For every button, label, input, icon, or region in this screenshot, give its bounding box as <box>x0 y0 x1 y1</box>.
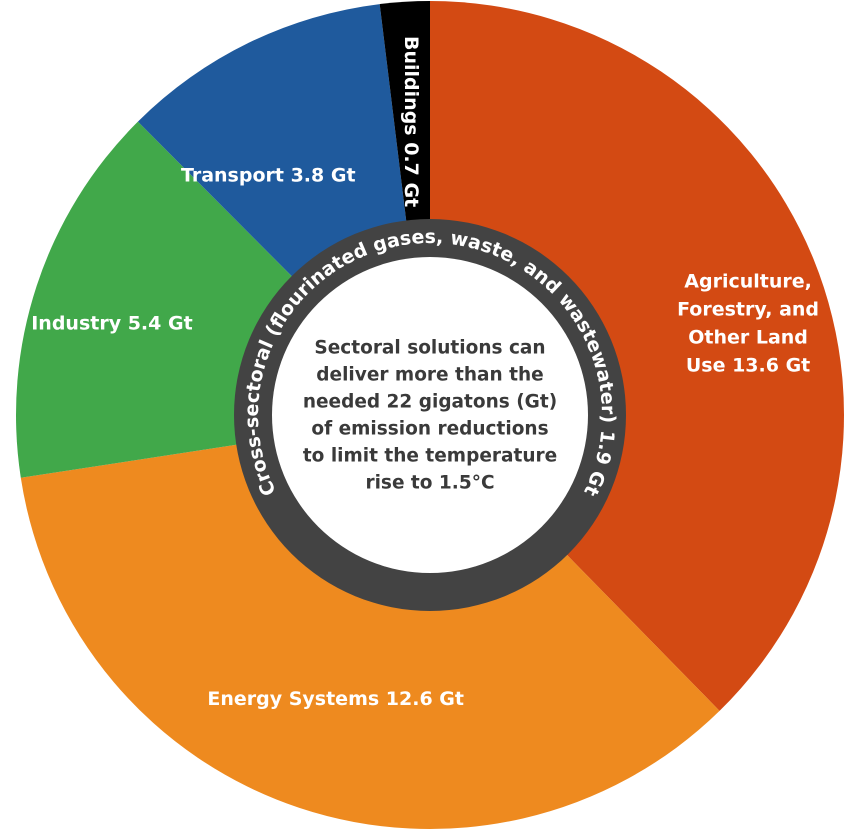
slice-label-line: Transport 3.8 Gt <box>181 165 356 187</box>
center-text-line: to limit the temperature <box>303 446 557 467</box>
slice-label-line: Energy Systems 12.6 Gt <box>207 688 464 710</box>
center-text-line: of emission reductions <box>311 419 548 440</box>
slice-label: Transport 3.8 Gt <box>181 165 356 187</box>
slice-label: Energy Systems 12.6 Gt <box>207 688 464 710</box>
center-text-line: rise to 1.5°C <box>365 473 494 494</box>
slice-label-line: Forestry, and <box>677 299 819 321</box>
center-text-line: deliver more than the <box>316 365 543 386</box>
slice-label: Industry 5.4 Gt <box>31 313 192 335</box>
center-text-line: Sectoral solutions can <box>314 338 545 359</box>
center-text-line: needed 22 gigatons (Gt) <box>303 392 557 413</box>
slice-label-line: Use 13.6 Gt <box>686 355 810 377</box>
slice-label-line: Other Land <box>688 327 808 349</box>
slice-agriculture-forestry-and-other-land-use <box>430 1 844 711</box>
center-circle <box>272 257 588 573</box>
slice-label-line: Buildings 0.7 Gt <box>400 36 422 207</box>
center-text: Sectoral solutions can deliver more than … <box>303 338 557 494</box>
slice-energy-systems <box>20 415 720 829</box>
slice-label-line: Industry 5.4 Gt <box>31 313 192 335</box>
slice-label: Agriculture, Forestry, and Other Land Use 1… <box>677 271 819 377</box>
slice-label-line: Agriculture, <box>684 271 812 293</box>
slice-label: Buildings 0.7 Gt <box>400 36 422 207</box>
slice-labels: Agriculture, Forestry, and Other Land Use 1… <box>31 36 819 710</box>
